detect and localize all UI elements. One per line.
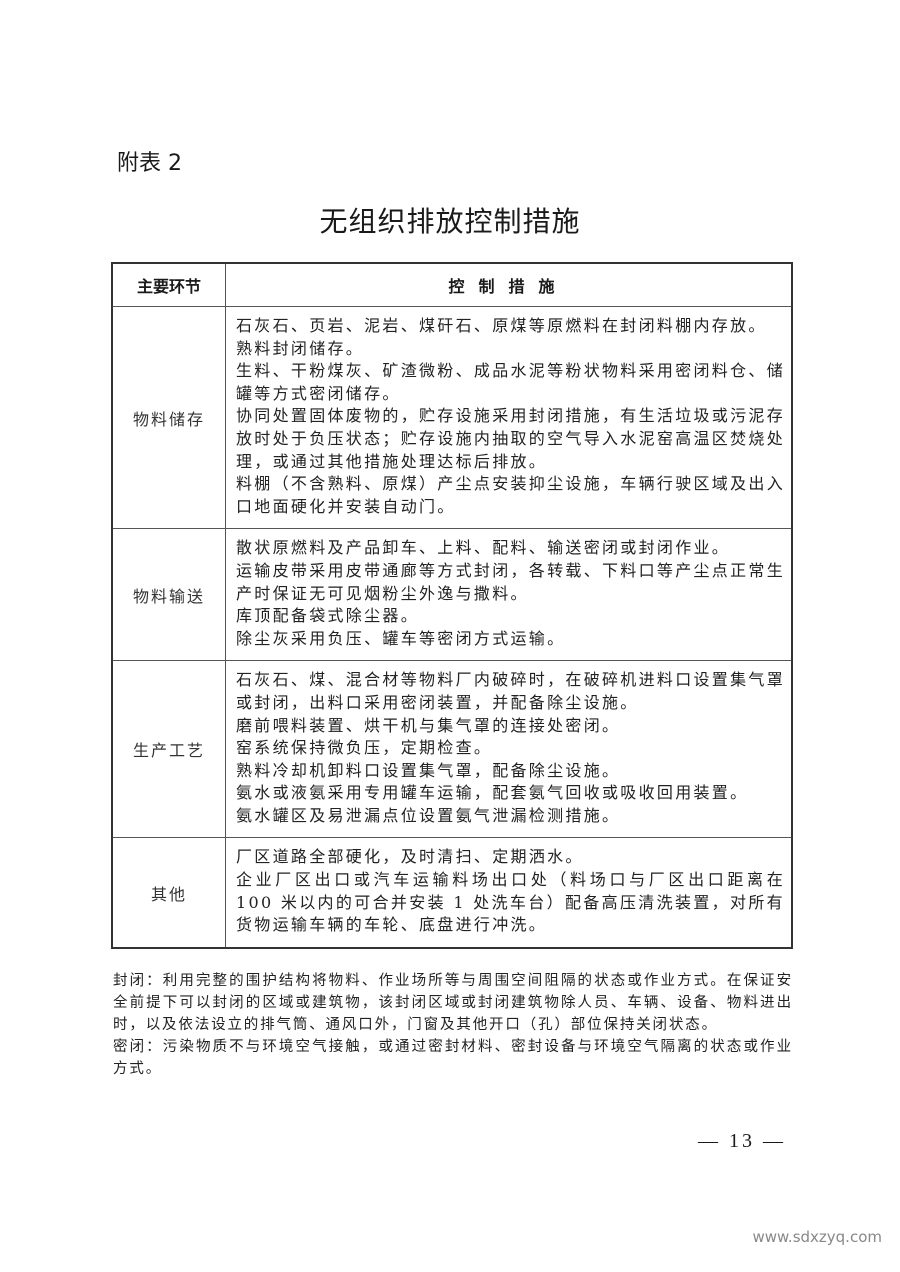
table-row: 物料储存 石灰石、页岩、泥岩、煤矸石、原煤等原燃料在封闭料棚内存放。 熟料封闭储存。… (111, 305, 793, 530)
measure-item: 生料、干粉煤灰、矿渣微粉、成品水泥等粉状物料采用密闭料仓、储罐等方式密闭储存。 (236, 361, 786, 403)
section-name: 其他 (111, 837, 226, 949)
watermark: www.sdxzyq.com (752, 1228, 883, 1246)
measure-item: 窑系统保持微负压，定期检查。 (236, 738, 493, 758)
section-name: 物料输送 (111, 528, 226, 662)
measure-item: 熟料冷却机卸料口设置集气罩，配备除尘设施。 (236, 760, 621, 780)
measure-item: 厂区道路全部硬化，及时清扫、定期洒水。 (236, 847, 584, 867)
table-row: 其他 厂区道路全部硬化，及时清扫、定期洒水。企业厂区出口或汽车运输料场出口处（料场… (111, 837, 793, 949)
page-number: — 13 — (698, 1130, 786, 1152)
page-title: 无组织排放控制措施 (319, 205, 581, 238)
measures-cell: 散状原燃料及产品卸车、上料、配料、输送密闭或封闭作业。 运输皮带采用皮带通廊等方式… (225, 528, 793, 662)
annex-label: 附表 2 (117, 151, 182, 176)
measure-item: 熟料封闭储存。 (236, 338, 365, 358)
measure-item: 散状原燃料及产品卸车、上料、配料、输送密闭或封闭作业。 (236, 538, 731, 558)
footnotes: 封闭：利用完整的围护结构将物料、作业场所等与周围空间阻隔的状态或作业方式。在保证… (113, 970, 793, 1080)
table-row: 物料输送 散状原燃料及产品卸车、上料、配料、输送密闭或封闭作业。 运输皮带采用皮带通… (111, 528, 793, 662)
measures-cell: 石灰石、煤、混合材等物料厂内破碎时，在破碎机进料口设置集气罩或封闭，出料口采用密… (225, 660, 793, 839)
measure-item: 料棚（不含熟料、原煤）产尘点安装抑尘设施，车辆行驶区域及出入口地面硬化并安装自动… (236, 474, 786, 516)
measure-item: 运输皮带采用皮带通廊等方式封闭，各转载、下料口等产尘点正常生产时保证无可见烟粉尘… (236, 560, 786, 603)
table-row: 生产工艺 石灰石、煤、混合材等物料厂内破碎时，在破碎机进料口设置集气罩或封闭，出料… (111, 660, 793, 839)
measure-item: 石灰石、页岩、泥岩、煤矸石、原煤等原燃料在封闭料棚内存放。 (236, 316, 767, 335)
measure-item: 除尘灰采用负压、罐车等密闭方式运输。 (236, 628, 566, 648)
footnote: 密闭：污染物质不与环境空气接触，或通过密封材料、密封设备与环境空气隔离的状态或作… (113, 1039, 793, 1077)
table-header-row: 主要环节 控制措施 (111, 262, 793, 307)
footnote: 封闭：利用完整的围护结构将物料、作业场所等与周围空间阻隔的状态或作业方式。在保证… (113, 973, 793, 1033)
control-measures-table: 主要环节 控制措施 物料储存 石灰石、页岩、泥岩、煤矸石、原煤等原燃料在封闭料棚内… (111, 262, 793, 949)
measure-item: 石灰石、煤、混合材等物料厂内破碎时，在破碎机进料口设置集气罩或封闭，出料口采用密… (236, 670, 786, 712)
measure-item: 企业厂区出口或汽车运输料场出口处（料场口与厂区出口距离在 100 米以内的可合并… (236, 870, 785, 935)
header-stage: 主要环节 (111, 262, 226, 307)
measure-item: 氨水罐区及易泄漏点位设置氨气泄漏检测措施。 (236, 805, 621, 825)
measure-item: 库顶配备袋式除尘器。 (236, 606, 420, 626)
header-measures: 控制措施 (225, 262, 793, 307)
measures-cell: 石灰石、页岩、泥岩、煤矸石、原煤等原燃料在封闭料棚内存放。 熟料封闭储存。生料、干… (225, 305, 793, 530)
measure-item: 协同处置固体废物的，贮存设施采用封闭措施，有生活垃圾或污泥存放时处于负压状态；贮… (236, 406, 786, 471)
section-name: 生产工艺 (111, 660, 226, 839)
section-name: 物料储存 (111, 305, 226, 530)
measures-cell: 厂区道路全部硬化，及时清扫、定期洒水。企业厂区出口或汽车运输料场出口处（料场口与… (225, 837, 793, 949)
measure-item: 磨前喂料装置、烘干机与集气罩的连接处密闭。 (236, 715, 621, 735)
measure-item: 氨水或液氨采用专用罐车运输，配套氨气回收或吸收回用装置。 (236, 783, 749, 803)
